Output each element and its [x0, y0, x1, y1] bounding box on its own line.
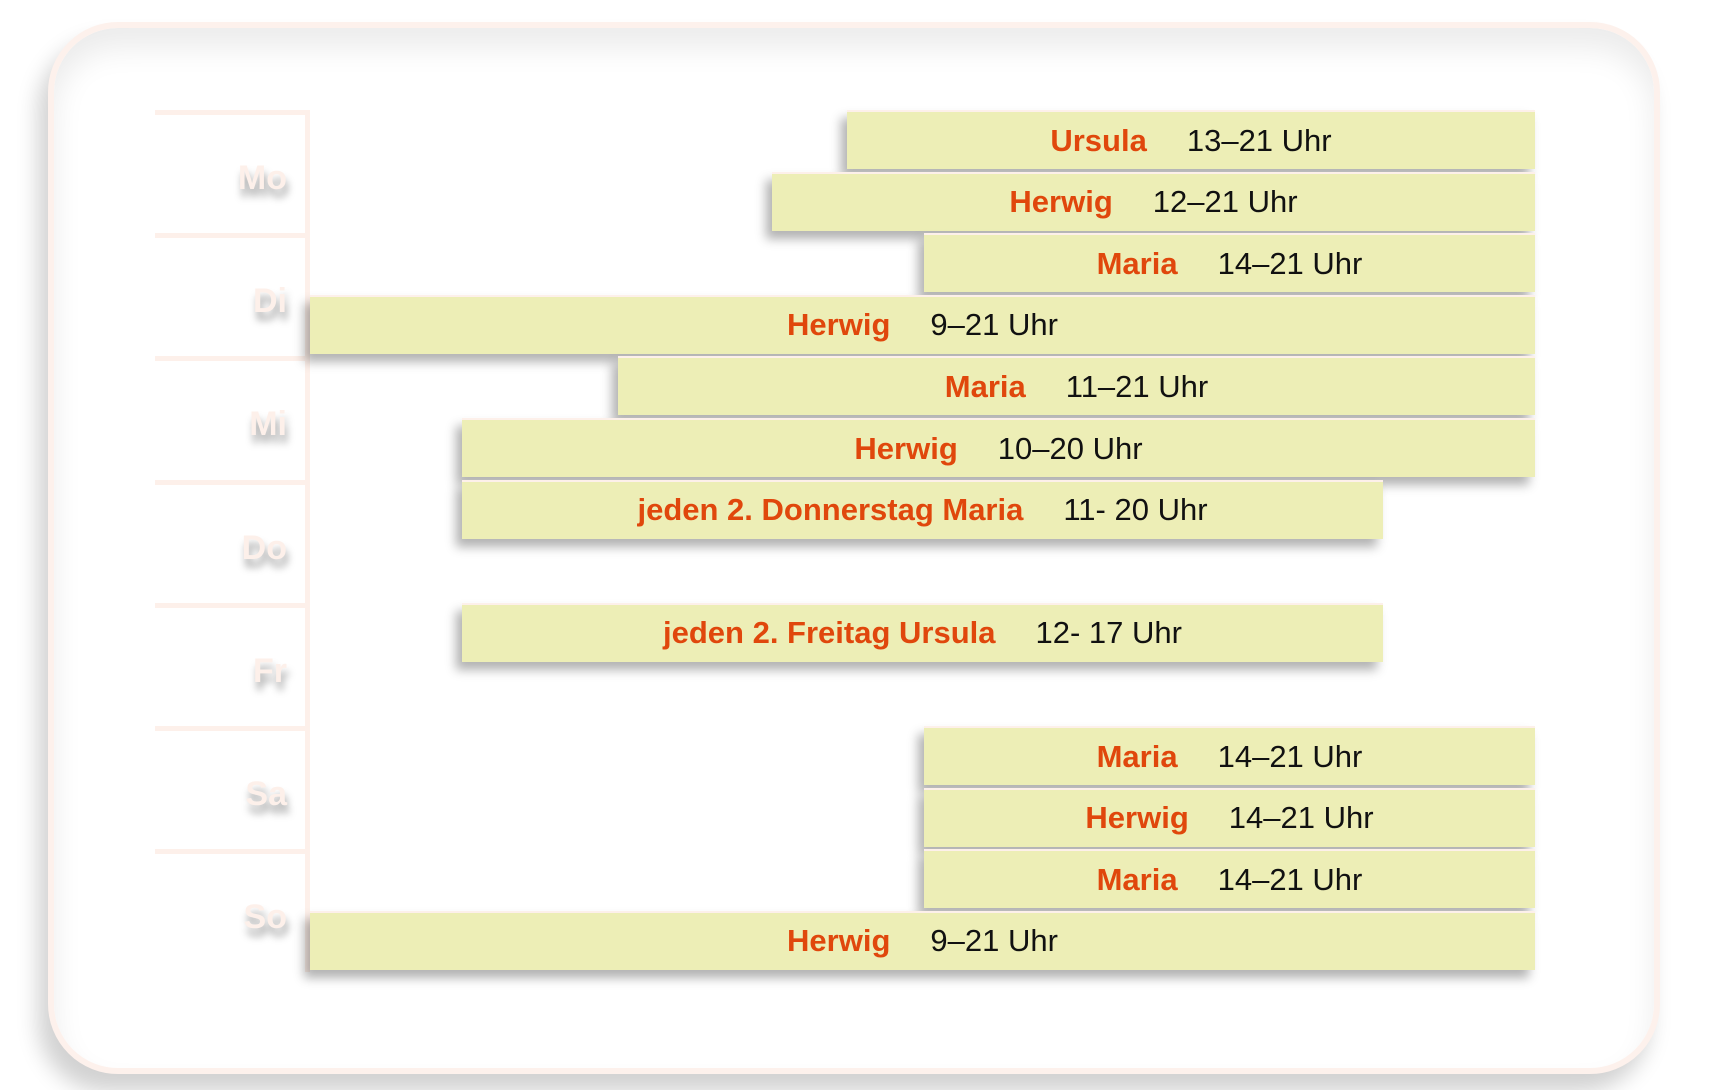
shift-bar: Herwig 10–20 Uhr	[462, 418, 1535, 477]
shift-name: Herwig	[854, 430, 958, 466]
shift-name: Herwig	[1085, 800, 1189, 836]
day-label-mo: Mo	[155, 110, 305, 238]
day-label-di: Di	[155, 233, 305, 361]
shift-time: 11–21 Uhr	[1065, 368, 1209, 404]
shift-time: 14–21 Uhr	[1217, 245, 1363, 281]
shift-bar: jeden 2. Donnerstag Maria 11- 20 Uhr	[462, 479, 1383, 539]
shift-name: jeden 2. Freitag Ursula	[663, 615, 996, 651]
shift-time: 14–21 Uhr	[1217, 738, 1363, 774]
shift-time: 14–21 Uhr	[1228, 800, 1374, 836]
day-label-do: Do	[155, 479, 305, 608]
shift-bar: Maria 14–21 Uhr	[924, 233, 1535, 293]
shift-time: 13–21 Uhr	[1186, 122, 1332, 158]
shift-time: 9–21 Uhr	[930, 923, 1058, 959]
shift-time: 10–20 Uhr	[997, 430, 1143, 466]
day-label-fr: Fr	[155, 602, 305, 731]
shift-bar: Ursula 13–21 Uhr	[847, 110, 1535, 169]
shift-bar: Herwig 14–21 Uhr	[924, 787, 1535, 847]
shift-bar: Maria 14–21 Uhr	[924, 849, 1535, 909]
shift-bar: Maria 14–21 Uhr	[924, 726, 1535, 785]
shift-name: Maria	[1096, 245, 1178, 281]
shift-time: 11- 20 Uhr	[1063, 492, 1208, 528]
shift-bar: Herwig 9–21 Uhr	[310, 294, 1535, 354]
shift-name: Ursula	[1050, 122, 1147, 158]
shift-time: 14–21 Uhr	[1217, 861, 1363, 897]
day-label-so: So	[155, 849, 305, 977]
shift-name: Herwig	[787, 307, 891, 343]
shift-name: jeden 2. Donnerstag Maria	[637, 492, 1024, 528]
shift-name: Maria	[944, 368, 1026, 404]
shift-bar: Maria 11–21 Uhr	[618, 356, 1535, 416]
day-label-mi: Mi	[155, 356, 305, 484]
day-label-sa: Sa	[155, 726, 305, 854]
divider	[305, 110, 310, 972]
shift-bar: Herwig 9–21 Uhr	[310, 910, 1535, 970]
shift-name: Herwig	[1009, 184, 1113, 220]
shift-name: Maria	[1096, 861, 1178, 897]
shift-time: 12–21 Uhr	[1152, 184, 1298, 220]
shift-bar: Herwig 12–21 Uhr	[772, 171, 1535, 231]
shift-time: 9–21 Uhr	[930, 307, 1058, 343]
shift-name: Maria	[1096, 738, 1178, 774]
shift-bar: jeden 2. Freitag Ursula 12- 17 Uhr	[462, 602, 1383, 662]
shift-time: 12- 17 Uhr	[1035, 615, 1182, 651]
shift-name: Herwig	[787, 923, 891, 959]
